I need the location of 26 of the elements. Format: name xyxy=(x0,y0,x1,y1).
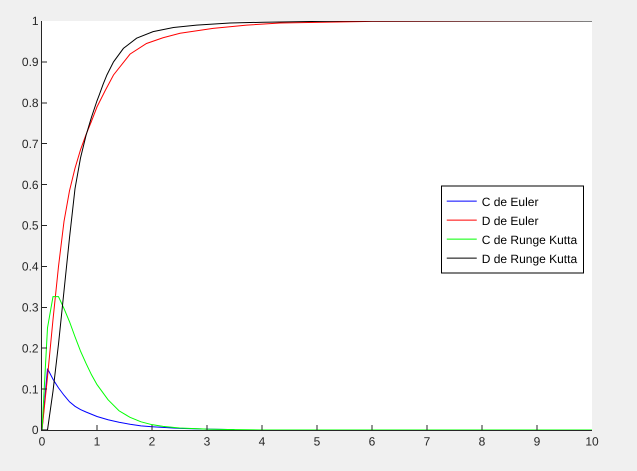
y-tick-label: 0.4 xyxy=(22,260,39,274)
x-tick-label: 6 xyxy=(368,434,376,448)
x-tick-label: 9 xyxy=(534,434,541,448)
y-tick-label: 0.3 xyxy=(22,300,39,314)
x-tick-label: 7 xyxy=(424,434,431,448)
y-tick-label: 0.2 xyxy=(22,341,39,356)
legend-label: D de Runge Kutta xyxy=(482,252,578,266)
y-tick-label: 0.9 xyxy=(22,55,39,70)
x-tick-label: 4 xyxy=(258,434,266,448)
x-tick-label: 5 xyxy=(314,434,321,448)
x-tick-label: 8 xyxy=(478,434,486,448)
legend-label: C de Runge Kutta xyxy=(482,232,578,247)
legend-label: D de Euler xyxy=(482,214,538,228)
x-tick-label: 1 xyxy=(94,434,101,448)
legend-label: C de Euler xyxy=(482,194,538,209)
y-tick-label: 0.7 xyxy=(22,136,39,151)
y-tick-label: 1 xyxy=(32,14,39,28)
y-tick-label: 0.8 xyxy=(22,96,39,110)
y-tick-label: 0 xyxy=(32,423,39,438)
y-tick-label: 0.5 xyxy=(22,218,39,233)
y-tick-label: 0.1 xyxy=(22,382,39,396)
x-tick-label: 3 xyxy=(204,434,211,448)
x-tick-label: 10 xyxy=(585,434,599,448)
x-tick-label: 2 xyxy=(148,434,156,448)
line-series xyxy=(42,21,592,430)
y-tick-label: 0.6 xyxy=(22,178,39,192)
